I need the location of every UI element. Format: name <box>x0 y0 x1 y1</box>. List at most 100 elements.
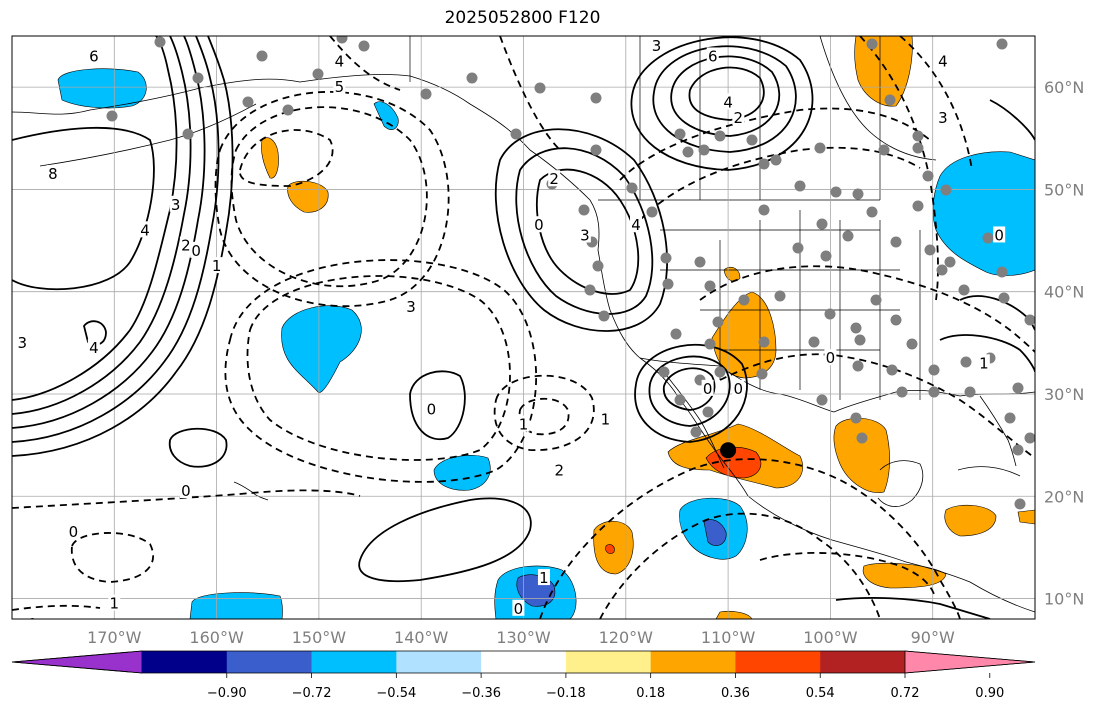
colorbar-swatch <box>226 651 313 673</box>
contour-label-bg <box>169 195 182 212</box>
colorbar-swatch <box>396 651 482 673</box>
contour-label-bg <box>190 241 203 258</box>
station-dot <box>1012 382 1024 394</box>
station-dot <box>878 144 890 156</box>
station-dot <box>996 266 1008 278</box>
contour-label: 2 <box>549 170 559 188</box>
station-dot <box>1024 314 1035 326</box>
contour-dash-9 <box>12 489 361 509</box>
contour-label: 1 <box>601 411 611 429</box>
contour-label-bg <box>87 338 100 355</box>
station-dot <box>854 334 866 346</box>
contour-solid-canada-high-4 <box>630 36 814 171</box>
contour-label: 4 <box>335 53 345 71</box>
contour-label-bg <box>824 349 837 366</box>
contour-dash-21 <box>759 552 935 595</box>
shade-orange-edge <box>1017 509 1035 525</box>
station-dot <box>960 356 972 368</box>
station-dot <box>1014 498 1026 510</box>
contour-label: 0 <box>28 615 38 633</box>
contour-dash-19 <box>499 36 561 151</box>
contour-label: 0 <box>514 600 524 618</box>
station-dot <box>922 170 934 182</box>
lon-tick-label: 110°W <box>701 628 756 647</box>
station-dot <box>106 110 118 122</box>
station-dot <box>816 218 828 230</box>
station-dot <box>1012 444 1024 456</box>
contour-label: 0 <box>994 226 1004 244</box>
contour-dash-4 <box>246 275 511 461</box>
station-dot <box>890 236 902 248</box>
contour-label-bg <box>87 47 100 64</box>
contour-label: 0 <box>734 380 744 398</box>
colorbar-swatch <box>311 651 397 673</box>
station-dot <box>866 38 878 50</box>
station-dot <box>282 104 294 116</box>
station-dot <box>870 294 882 306</box>
station-dot <box>626 182 638 194</box>
contour-solid-pnw-2 <box>515 147 654 315</box>
station-dot <box>886 364 898 376</box>
contour-label-bg <box>108 594 121 611</box>
station-dot <box>756 368 768 380</box>
station-dot <box>674 128 686 140</box>
station-dot <box>996 38 1008 50</box>
station-dot <box>896 386 908 398</box>
contour-label: 3 <box>17 334 27 352</box>
contour-label: 0 <box>427 400 437 418</box>
colorbar-extend-low <box>11 650 143 674</box>
station-dot <box>670 328 682 340</box>
contour-label-bg <box>722 93 735 110</box>
station-dot <box>906 338 918 350</box>
contour-solid-mexico-low-3 <box>634 343 748 443</box>
station-dot <box>336 36 348 44</box>
contour-solid-pnw-3 <box>494 128 669 332</box>
colorbar-swatch <box>142 651 228 673</box>
station-dot <box>534 82 546 94</box>
lat-tick-label: 10°N <box>1044 590 1084 609</box>
contour-label: 3 <box>938 109 948 127</box>
station-dot <box>660 252 672 264</box>
lon-tick-label: 150°W <box>292 628 347 647</box>
shade-orange-gulf <box>833 417 890 493</box>
station-dot <box>936 264 948 276</box>
shaded-regions <box>57 36 1035 619</box>
lat-tick-label: 30°N <box>1044 385 1084 404</box>
contour-dash-18 <box>899 36 973 171</box>
coast-alaska-canada-west <box>12 73 1035 613</box>
contour-label: 1 <box>979 354 989 372</box>
station-dot <box>510 128 522 140</box>
station-dot <box>770 154 782 166</box>
station-dot <box>420 88 432 100</box>
contour-solid-pnw-1 <box>536 168 640 295</box>
station-dot <box>690 426 702 438</box>
colorbar-tick-label: 0.54 <box>806 686 835 701</box>
station-dot <box>792 242 804 254</box>
station-dot <box>674 394 686 406</box>
contour-label: 8 <box>48 165 58 183</box>
colorbar: −0.90 −0.72 −0.54 −0.36 −0.18 0.18 0.36 0.54 0.7… <box>11 650 1036 701</box>
lon-tick-label: 130°W <box>496 628 551 647</box>
station-dot <box>738 294 750 306</box>
station-dot <box>758 158 770 170</box>
station-dot <box>154 36 166 48</box>
station-dot <box>746 134 758 146</box>
station-dot <box>852 360 864 372</box>
lat-tick-label: 50°N <box>1044 180 1084 199</box>
station-dot <box>698 144 710 156</box>
station-dot <box>774 290 786 302</box>
borders <box>409 36 921 413</box>
contour-label-bg <box>46 165 59 182</box>
lon-tick-labels: 170°W 160°W 150°W 140°W 130°W 120°W 110°W 100°W… <box>87 628 955 647</box>
station-dot <box>694 256 706 268</box>
coast-hudson <box>819 36 937 161</box>
contour-dash-13 <box>719 353 1035 459</box>
colorbar-swatch <box>735 651 821 673</box>
station-dot <box>598 310 610 322</box>
station-dot <box>998 292 1010 304</box>
contour-label-bg <box>993 226 1006 243</box>
station-dot <box>842 230 854 242</box>
contour-solid-1 <box>12 126 155 291</box>
contour-label-bg <box>179 482 192 499</box>
